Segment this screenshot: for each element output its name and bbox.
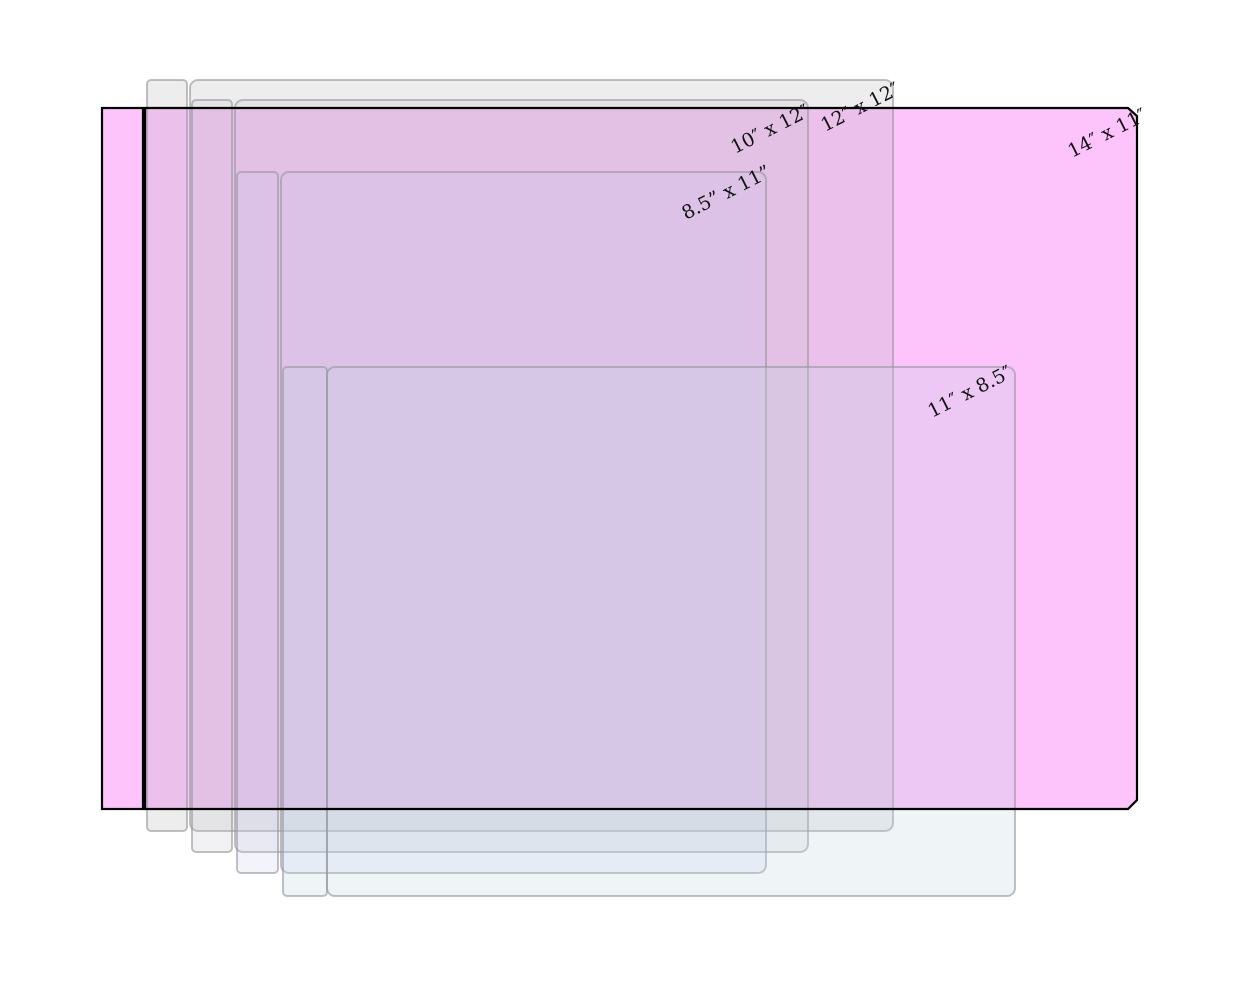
album-8-5x11	[236, 171, 767, 874]
album-14x11-spine	[102, 108, 143, 809]
album-10x12-spine	[191, 99, 233, 853]
album-14x11-outline	[100, 106, 1139, 811]
album-11x8-5-cover	[326, 366, 1016, 897]
album-11x8-5-spine	[282, 366, 328, 897]
album-12x12	[146, 79, 894, 832]
album-14x11	[102, 108, 1137, 809]
album-11x8-5	[282, 366, 1016, 897]
album-10x12	[191, 99, 809, 853]
album-8-5x11-cover	[280, 171, 767, 874]
album-12x12-spine	[146, 79, 188, 832]
album-8-5x11-spine	[236, 171, 279, 874]
album-10x12-cover	[234, 99, 809, 853]
album-12x12-cover	[189, 79, 894, 832]
album-14x11-cover	[145, 108, 1137, 809]
